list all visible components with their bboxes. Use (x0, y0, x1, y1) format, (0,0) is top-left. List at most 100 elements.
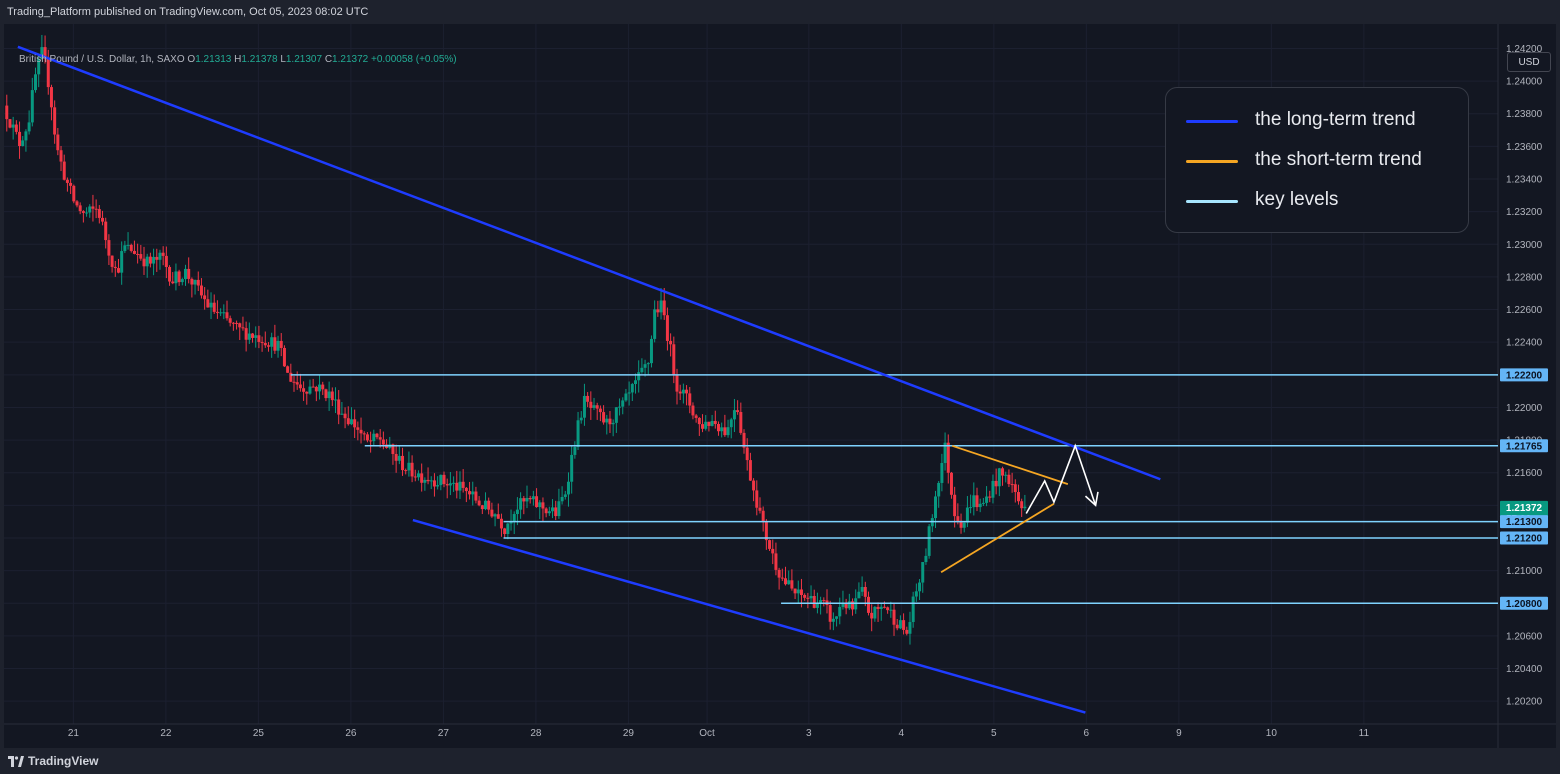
candle-body (806, 597, 810, 599)
candle-body (145, 256, 149, 267)
candle-body (282, 347, 286, 367)
candle-body (927, 526, 931, 556)
candle-body (662, 300, 666, 316)
candle-body (72, 185, 76, 202)
candle-body (614, 407, 618, 423)
price-tick-label: 1.21600 (1506, 468, 1543, 479)
candle-body (257, 335, 261, 342)
open-label: O (187, 54, 196, 65)
candle-body (889, 609, 893, 611)
low-label: L (280, 54, 286, 65)
price-chart[interactable]: 1.24200 1.24000 1.23800 1.23600 1.23400 1.232… (4, 24, 1556, 748)
open-value: 1.21313 (195, 54, 232, 65)
candle-body (439, 474, 443, 486)
candle-body (94, 208, 98, 210)
price-label-bg (1500, 531, 1548, 545)
price-tick-label: 1.22000 (1506, 403, 1543, 414)
candle-body (512, 514, 516, 522)
price-label-bg (1500, 368, 1548, 382)
price-tick-label: 1.23400 (1506, 175, 1543, 186)
price-tick-label: 1.20400 (1506, 664, 1543, 675)
candle-body (838, 606, 842, 617)
candle-body (295, 382, 299, 385)
candle-body (544, 508, 548, 514)
candle-body (37, 58, 41, 75)
candle-body (302, 388, 306, 392)
chart-frame[interactable]: 1.24200 1.24000 1.23800 1.23600 1.23400 1.232… (4, 24, 1556, 748)
candle-body (11, 124, 15, 128)
candle-body (847, 601, 851, 609)
candle-body (33, 74, 37, 91)
candle-body (739, 412, 743, 433)
candle-body (187, 268, 191, 279)
candle-body (503, 528, 507, 535)
candle-body (346, 418, 350, 425)
candle-body (139, 254, 143, 259)
candle-body (292, 381, 296, 383)
candle-body (879, 606, 883, 609)
candle-body (104, 221, 108, 241)
candle-body (595, 405, 599, 409)
footer-bar: TradingView (0, 748, 1560, 774)
candle-body (499, 518, 503, 529)
price-tick-label: 1.22600 (1506, 305, 1543, 316)
candle-body (669, 340, 673, 345)
candle-body (618, 406, 622, 408)
candle-body (372, 433, 376, 442)
candle-body (270, 337, 274, 347)
candle-body (745, 447, 749, 461)
candle-body (1010, 484, 1014, 486)
price-label-text: 1.21300 (1506, 517, 1543, 528)
close-value: 1.21372 (332, 54, 369, 65)
candle-body (381, 439, 385, 445)
candle-body (378, 437, 382, 440)
candle-body (174, 271, 178, 284)
candle-body (231, 322, 235, 324)
candle-body (937, 482, 941, 497)
candle-body (65, 179, 69, 183)
price-label-bg (1500, 439, 1548, 453)
candle-body (985, 496, 989, 503)
candle-body (206, 299, 210, 308)
currency-button[interactable]: USD (1507, 52, 1551, 72)
candle-body (30, 90, 34, 123)
candle-body (774, 553, 778, 570)
candle-body (369, 440, 373, 442)
candle-body (640, 367, 644, 373)
candle-body (940, 463, 944, 483)
candle-body (152, 256, 156, 264)
low-value: 1.21307 (285, 54, 323, 65)
candle-body (822, 600, 826, 602)
candle-body (720, 427, 724, 432)
candle-body (586, 395, 590, 402)
candle-body (464, 487, 468, 492)
candle-body (448, 483, 452, 486)
candle-body (161, 252, 165, 256)
candle-body (605, 418, 609, 423)
candle-body (107, 240, 111, 256)
candle-body (337, 399, 341, 415)
candle-body (790, 580, 794, 589)
candle-body (771, 548, 775, 554)
candle-body (343, 413, 347, 419)
candle-body (525, 497, 529, 502)
candle-body (579, 417, 583, 421)
time-tick-label: 28 (530, 728, 542, 739)
legend-label: the long-term trend (1255, 109, 1416, 130)
top-bar: Trading_Platform published on TradingVie… (0, 0, 1560, 24)
tradingview-logo[interactable]: TradingView (8, 754, 98, 768)
candle-body (685, 389, 689, 394)
time-tick-label: 29 (623, 728, 635, 739)
candle-body (688, 393, 692, 406)
candle-body (678, 391, 682, 394)
candle-body (592, 405, 596, 408)
candle-body (445, 484, 449, 486)
candle-body (627, 392, 631, 394)
light-blue-line-swatch (1186, 200, 1238, 203)
candle-body (49, 87, 53, 108)
candle-body (238, 323, 242, 328)
candle-body (222, 312, 226, 314)
candle-body (452, 482, 456, 484)
candle-body (308, 386, 312, 394)
candle-body (1023, 506, 1027, 509)
